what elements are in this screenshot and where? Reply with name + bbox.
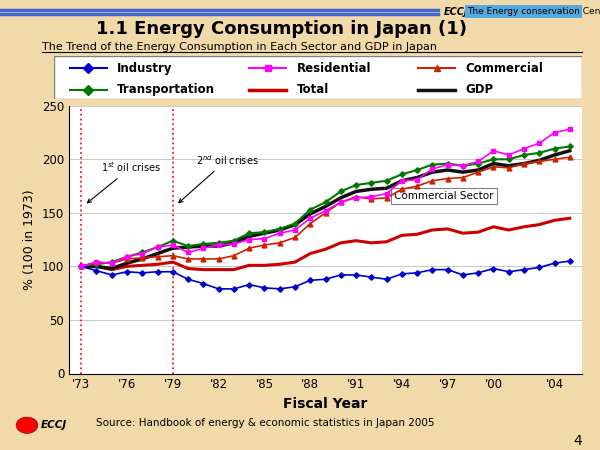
Text: Source: Handbook of energy & economic statistics in Japan 2005: Source: Handbook of energy & economic st… <box>96 418 434 428</box>
Text: Transportation: Transportation <box>118 83 215 96</box>
Text: The Energy conservation Center Japan: The Energy conservation Center Japan <box>467 7 600 16</box>
Text: ECCJ: ECCJ <box>41 420 67 430</box>
FancyBboxPatch shape <box>54 56 582 99</box>
Text: Commercial Sector: Commercial Sector <box>394 191 494 201</box>
Text: Total: Total <box>297 83 329 96</box>
X-axis label: Fiscal Year: Fiscal Year <box>283 397 368 411</box>
Text: 1.1 Energy Consumption in Japan (1): 1.1 Energy Consumption in Japan (1) <box>97 20 467 38</box>
Text: GDP: GDP <box>466 83 494 96</box>
Text: ECCJ: ECCJ <box>444 7 469 17</box>
Text: Residential: Residential <box>297 62 371 75</box>
Text: Commercial: Commercial <box>466 62 544 75</box>
Text: 2$^{nd}$ oil crises: 2$^{nd}$ oil crises <box>179 153 259 202</box>
Text: Industry: Industry <box>118 62 173 75</box>
Text: 4: 4 <box>573 434 582 448</box>
Text: The Trend of the Energy Consumption in Each Sector and GDP in Japan: The Trend of the Energy Consumption in E… <box>42 42 437 52</box>
Y-axis label: % (100 in 1973): % (100 in 1973) <box>23 189 37 290</box>
Text: 1$^{st}$ oil crises: 1$^{st}$ oil crises <box>88 160 161 203</box>
